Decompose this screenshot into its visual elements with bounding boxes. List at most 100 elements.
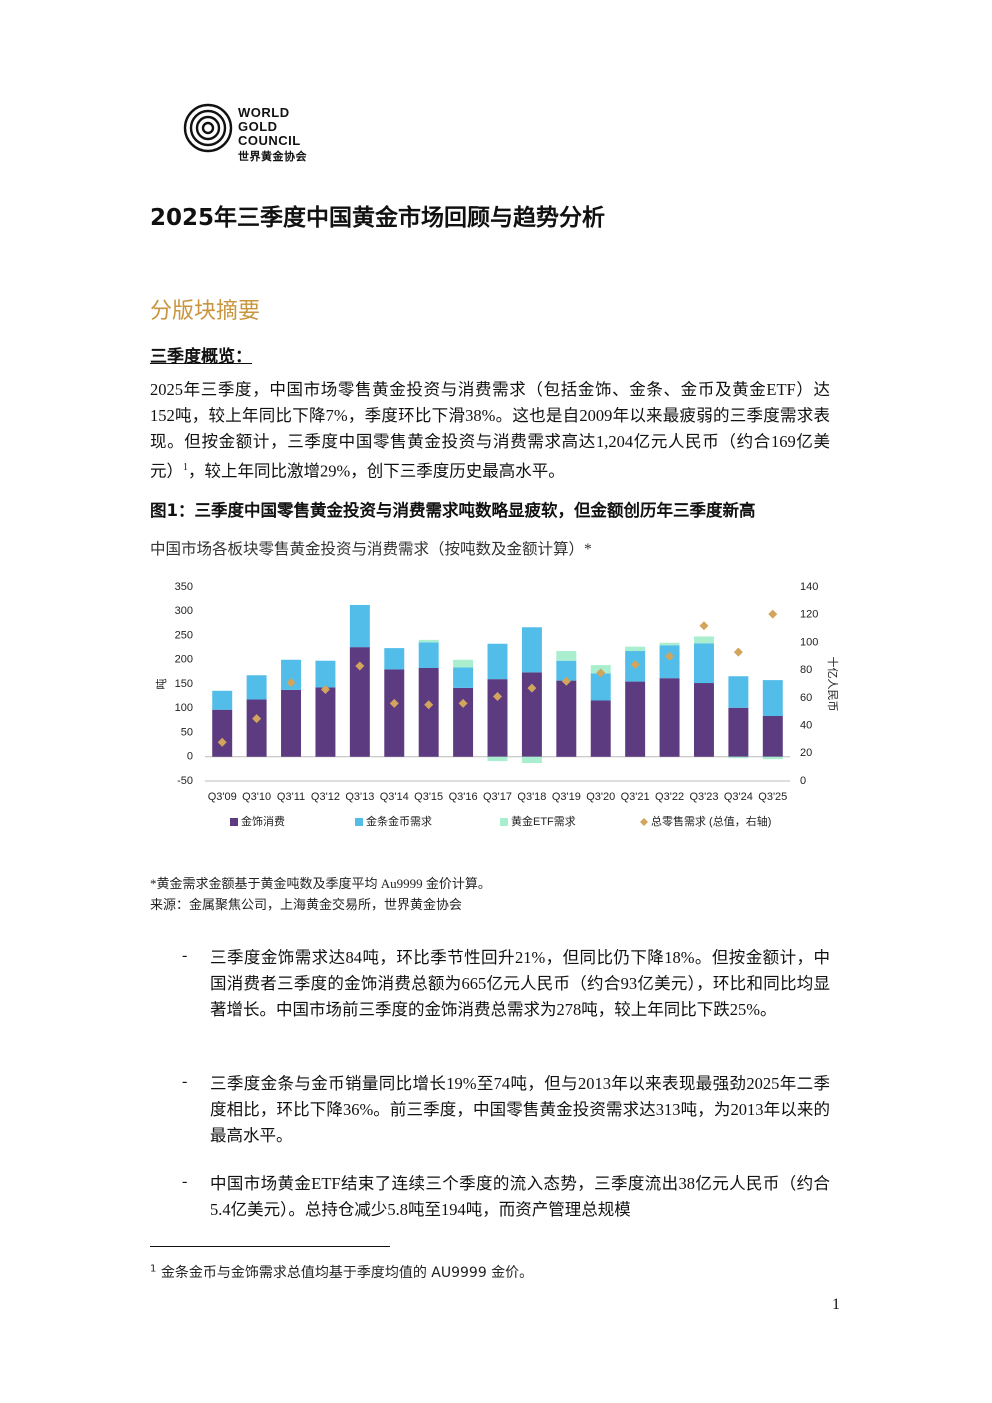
- bar-segment: [418, 642, 439, 668]
- y-axis-label: 吨: [155, 679, 168, 690]
- section-heading: 分版块摘要: [150, 299, 261, 324]
- bar-segment: [384, 669, 405, 757]
- bar-segment: [728, 707, 749, 757]
- logo-cn: 世界黄金协会: [238, 150, 307, 163]
- bar-segment: [625, 681, 646, 757]
- total-marker: [320, 685, 330, 695]
- bar-segment: [349, 604, 370, 648]
- total-marker: [286, 678, 296, 688]
- legend-label: 金条金币需求: [366, 814, 432, 828]
- bar-segment: [246, 675, 267, 700]
- y-tick-label: 250: [175, 629, 193, 641]
- y2-axis-label: 十亿人民币: [826, 657, 840, 712]
- bar-segment: [315, 687, 336, 757]
- legend-marker: [500, 818, 508, 826]
- total-marker: [561, 676, 571, 686]
- legend-marker: [355, 818, 363, 826]
- bar-segment: [281, 689, 302, 757]
- y-tick-label: 100: [175, 702, 193, 714]
- x-tick-label: Q3'18: [517, 791, 546, 803]
- bar-segment: [487, 643, 508, 680]
- chart: -50 0 50 100 150 200 250 300 350 0 20 40 60 80 100 120 1…: [155, 581, 840, 828]
- bar-segment: [556, 660, 577, 681]
- x-tick-label: Q3'21: [621, 791, 650, 803]
- note: 来源：金属聚焦公司，上海黄金交易所，世界黄金协会: [150, 897, 463, 912]
- bar-segment: [590, 700, 611, 757]
- bar-segment: [418, 639, 439, 643]
- footnote: 1 金条金币与金饰需求总值均基于季度均值的 AU9999 金价。: [150, 1262, 533, 1282]
- total-marker: [527, 683, 537, 693]
- x-tick-label: Q3'20: [586, 791, 615, 803]
- total-marker: [424, 700, 434, 710]
- bar-segment: [349, 647, 370, 757]
- bar-segment: [762, 680, 783, 717]
- y2-tick-label: 40: [800, 719, 812, 731]
- intro: 2025年三季度，中国市场零售黄金投资与消费需求（包括金饰、金条、金币及黄金ET…: [150, 377, 830, 485]
- bar-segment: [659, 678, 680, 757]
- y-tick-label: 0: [187, 751, 193, 763]
- total-marker: [596, 668, 606, 678]
- logo-line: GOLD: [238, 119, 278, 134]
- x-tick-label: Q3'09: [208, 791, 237, 803]
- bar-segment: [693, 683, 714, 757]
- bar-segment: [315, 660, 336, 688]
- bar-segment: [212, 690, 233, 710]
- x-tick-label: Q3'12: [311, 791, 340, 803]
- bar-segment: [246, 699, 267, 757]
- bar-segment: [693, 636, 714, 644]
- bar-segment: [728, 676, 749, 708]
- bar-segment: [556, 680, 577, 757]
- y2-tick-label: 120: [800, 609, 818, 621]
- y2-tick-label: 80: [800, 664, 812, 676]
- bar-segment: [693, 643, 714, 684]
- y2-tick-label: 140: [800, 581, 818, 593]
- bar-segment: [762, 716, 783, 757]
- y-tick-label: -50: [177, 775, 193, 787]
- bar-segment: [728, 756, 749, 759]
- bar-segment: [384, 648, 405, 670]
- footnote-rule: [150, 1246, 390, 1247]
- bar-segment: [521, 627, 542, 673]
- logo-text: WORLD GOLD COUNCIL 世界黄金协会: [238, 106, 307, 164]
- y2-tick-label: 100: [800, 636, 818, 648]
- x-tick-label: Q3'16: [449, 791, 478, 803]
- x-tick-label: Q3'19: [552, 791, 581, 803]
- y-tick-label: 200: [175, 654, 193, 666]
- logo-mark: [183, 103, 233, 153]
- logo-line: COUNCIL: [238, 133, 301, 148]
- bar-segment: [590, 673, 611, 701]
- figure-caption: 图1：三季度中国零售黄金投资与消费需求吨数略显疲软，但金额创历年三季度新高: [150, 501, 756, 520]
- bar-segment: [659, 642, 680, 646]
- legend-label: 黄金ETF需求: [511, 814, 576, 828]
- y-tick-label: 300: [175, 605, 193, 617]
- bar-segment: [418, 667, 439, 757]
- bar-segment: [625, 646, 646, 652]
- total-marker: [493, 691, 502, 701]
- total-marker: [458, 698, 468, 708]
- bar-segment: [453, 659, 474, 668]
- total-marker: [733, 647, 743, 657]
- bar-segment: [556, 651, 577, 661]
- bar-segment: [453, 687, 474, 757]
- x-tick-label: Q3'23: [689, 791, 718, 803]
- total-marker: [768, 609, 778, 619]
- x-tick-label: Q3'14: [380, 791, 409, 803]
- bullet-text: 三季度金饰需求达84吨，环比季节性回升21%，但同比仍下降18%。但按金额计，中…: [210, 948, 830, 1019]
- total-marker: [389, 698, 399, 708]
- text: 2025年三季度，中国市场零售黄金投资与消费需求（包括金饰、金条、金币及黄金ET…: [150, 380, 830, 481]
- total-marker: [665, 651, 675, 661]
- x-tick-label: Q3'24: [724, 791, 753, 803]
- x-tick-label: Q3'11: [277, 791, 305, 803]
- y2-tick-label: 60: [800, 692, 812, 704]
- total-marker: [630, 660, 640, 670]
- legend-marker: [230, 818, 238, 826]
- x-tick-label: Q3'17: [483, 791, 512, 803]
- x-tick-label: Q3'13: [345, 791, 374, 803]
- bar-segment: [521, 672, 542, 757]
- y-tick-label: 350: [175, 581, 193, 593]
- bar-segment: [281, 659, 302, 690]
- total-marker: [355, 661, 365, 671]
- bar-segment: [762, 756, 783, 760]
- bar-segment: [453, 667, 474, 688]
- y-tick-label: 150: [175, 678, 193, 690]
